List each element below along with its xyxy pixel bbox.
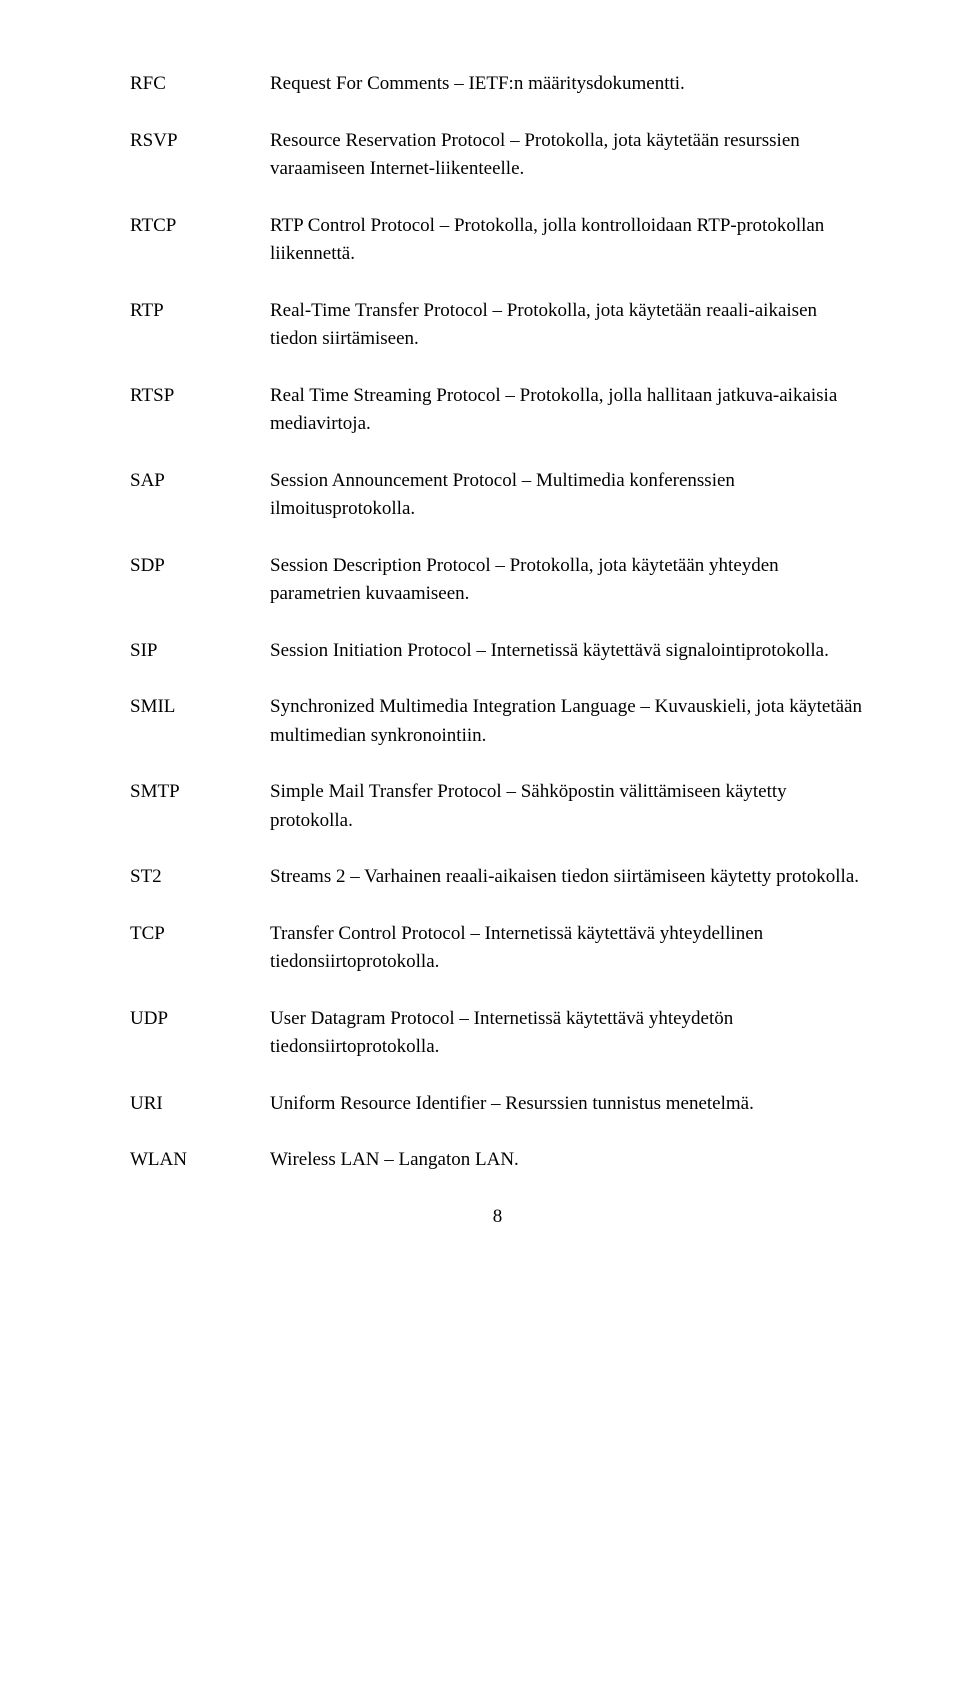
page-number: 8 <box>130 1203 865 1232</box>
term: ST2 <box>130 863 270 892</box>
glossary-row: ST2 Streams 2 – Varhainen reaali-aikaise… <box>130 863 865 892</box>
glossary-row: SIP Session Initiation Protocol – Intern… <box>130 637 865 666</box>
definition: Real Time Streaming Protocol – Protokoll… <box>270 382 865 439</box>
term: RSVP <box>130 127 270 156</box>
definition: Synchronized Multimedia Integration Lang… <box>270 693 865 750</box>
glossary-row: RTCP RTP Control Protocol – Protokolla, … <box>130 212 865 269</box>
definition: User Datagram Protocol – Internetissä kä… <box>270 1005 865 1062</box>
term: WLAN <box>130 1146 270 1175</box>
term: UDP <box>130 1005 270 1034</box>
glossary-list: RFC Request For Comments – IETF:n määrit… <box>130 70 865 1175</box>
glossary-row: SAP Session Announcement Protocol – Mult… <box>130 467 865 524</box>
glossary-row: RTSP Real Time Streaming Protocol – Prot… <box>130 382 865 439</box>
term: SMTP <box>130 778 270 807</box>
definition: Streams 2 – Varhainen reaali-aikaisen ti… <box>270 863 865 892</box>
glossary-row: SMIL Synchronized Multimedia Integration… <box>130 693 865 750</box>
term: RTSP <box>130 382 270 411</box>
term: SIP <box>130 637 270 666</box>
term: SAP <box>130 467 270 496</box>
definition: Resource Reservation Protocol – Protokol… <box>270 127 865 184</box>
definition: Session Description Protocol – Protokoll… <box>270 552 865 609</box>
term: TCP <box>130 920 270 949</box>
definition: Session Announcement Protocol – Multimed… <box>270 467 865 524</box>
definition: RTP Control Protocol – Protokolla, jolla… <box>270 212 865 269</box>
glossary-row: URI Uniform Resource Identifier – Resurs… <box>130 1090 865 1119</box>
term: SMIL <box>130 693 270 722</box>
term: RTP <box>130 297 270 326</box>
glossary-row: RTP Real-Time Transfer Protocol – Protok… <box>130 297 865 354</box>
term: RTCP <box>130 212 270 241</box>
glossary-row: WLAN Wireless LAN – Langaton LAN. <box>130 1146 865 1175</box>
glossary-row: TCP Transfer Control Protocol – Internet… <box>130 920 865 977</box>
term: RFC <box>130 70 270 99</box>
definition: Uniform Resource Identifier – Resurssien… <box>270 1090 865 1119</box>
glossary-row: SDP Session Description Protocol – Proto… <box>130 552 865 609</box>
glossary-row: SMTP Simple Mail Transfer Protocol – Säh… <box>130 778 865 835</box>
definition: Transfer Control Protocol – Internetissä… <box>270 920 865 977</box>
term: URI <box>130 1090 270 1119</box>
definition: Simple Mail Transfer Protocol – Sähköpos… <box>270 778 865 835</box>
glossary-row: UDP User Datagram Protocol – Internetiss… <box>130 1005 865 1062</box>
term: SDP <box>130 552 270 581</box>
definition: Real-Time Transfer Protocol – Protokolla… <box>270 297 865 354</box>
glossary-row: RSVP Resource Reservation Protocol – Pro… <box>130 127 865 184</box>
glossary-row: RFC Request For Comments – IETF:n määrit… <box>130 70 865 99</box>
definition: Wireless LAN – Langaton LAN. <box>270 1146 865 1175</box>
definition: Session Initiation Protocol – Internetis… <box>270 637 865 666</box>
definition: Request For Comments – IETF:n määritysdo… <box>270 70 865 99</box>
